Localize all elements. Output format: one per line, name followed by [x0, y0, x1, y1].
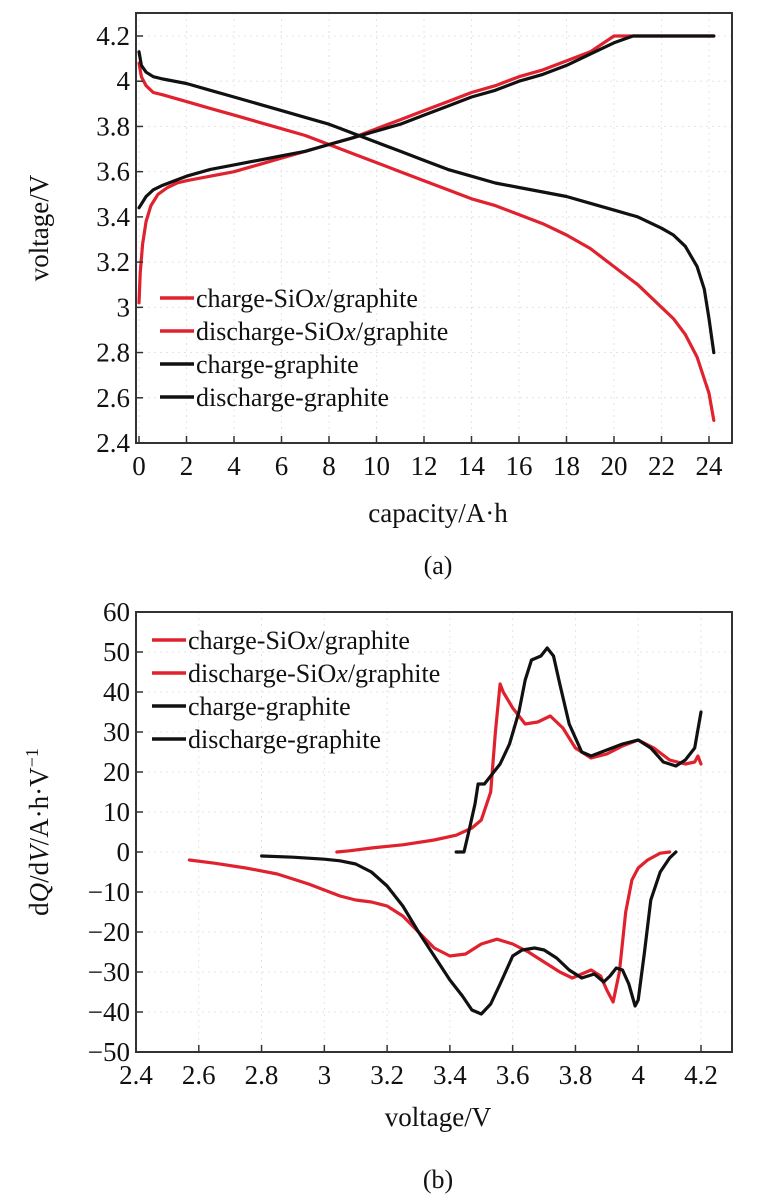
- y-tick-label: −40: [88, 997, 130, 1027]
- x-tick-label: 22: [648, 451, 675, 481]
- x-tick-label: 14: [458, 451, 486, 481]
- y-tick-label: −10: [88, 877, 130, 907]
- chart-b-grid: [136, 612, 732, 1052]
- y-tick-label: 40: [103, 677, 130, 707]
- legend-label: charge-graphite: [196, 350, 359, 379]
- ylabel-part: /A·h·V: [24, 767, 54, 845]
- x-tick-label: 10: [363, 451, 390, 481]
- x-tick-label: 12: [411, 451, 438, 481]
- y-tick-label: −50: [88, 1037, 130, 1067]
- series-line-discharge-siox-graphite: [137, 61, 716, 422]
- x-tick-label: 24: [696, 451, 724, 481]
- x-tick-label: 2.4: [119, 1060, 153, 1090]
- series-line-discharge-siox-graphite: [187, 850, 672, 1004]
- legend-label: discharge-SiOx/graphite: [188, 659, 440, 688]
- legend-item: charge-SiOx/graphite: [152, 626, 410, 655]
- x-tick-label: 18: [553, 451, 580, 481]
- chart-b-series-group: [187, 646, 703, 1016]
- chart-a-frame: [135, 12, 733, 444]
- chart-b-frame: [135, 611, 733, 1053]
- x-tick-label: 3.6: [496, 1060, 530, 1090]
- x-tick-label: 3: [318, 1060, 332, 1090]
- x-tick-label: 2.6: [182, 1060, 216, 1090]
- series-line-charge-graphite: [454, 646, 703, 854]
- legend-label: discharge-SiOx/graphite: [196, 317, 448, 346]
- chart-b-legend: charge-SiOx/graphite discharge-SiOx/graph…: [152, 626, 440, 754]
- y-tick-label: 20: [103, 757, 130, 787]
- x-tick-label: 16: [506, 451, 533, 481]
- y-tick-label: 2.8: [96, 338, 130, 368]
- y-tick-label: 4.2: [96, 21, 130, 51]
- y-tick-label: 4: [117, 66, 131, 96]
- chart-a-series-group: [137, 34, 716, 422]
- x-tick-label: 3.8: [559, 1060, 593, 1090]
- x-tick-label: 4.2: [684, 1060, 718, 1090]
- legend-item: discharge-graphite: [160, 383, 389, 412]
- series-line-charge-graphite: [137, 34, 716, 210]
- legend-item: charge-graphite: [160, 350, 359, 379]
- y-tick-label: 30: [103, 717, 130, 747]
- y-tick-label: 3.4: [96, 202, 130, 232]
- legend-item: charge-SiOx/graphite: [160, 284, 418, 313]
- chart-a-y-axis-label: voltage/V: [24, 174, 54, 281]
- chart-a-legend: charge-SiOx/graphite discharge-SiOx/graph…: [160, 284, 448, 412]
- ylabel-part: /d: [24, 861, 54, 883]
- y-tick-label: −30: [88, 957, 130, 987]
- chart-b-x-axis-label: voltage/V: [385, 1102, 492, 1132]
- x-tick-label: 6: [275, 451, 289, 481]
- y-tick-label: 3.8: [96, 111, 130, 141]
- ylabel-part: d: [24, 902, 54, 916]
- ylabel-superscript: −1: [22, 748, 42, 767]
- x-tick-label: 8: [322, 451, 336, 481]
- ylabel-part: Q: [24, 883, 54, 903]
- legend-item: charge-graphite: [152, 692, 351, 721]
- y-tick-label: 3.6: [96, 157, 130, 187]
- legend-item: discharge-graphite: [152, 725, 381, 754]
- y-tick-label: 3.2: [96, 247, 130, 277]
- x-tick-label: 3.2: [370, 1060, 404, 1090]
- chart-b-x-ticks: 2.4 2.6 2.8 3 3.2 3.4 3.6 3.8 4 4.2: [119, 1045, 718, 1090]
- y-tick-label: −20: [88, 917, 130, 947]
- chart-b-y-axis-label: dQ/dV/A·h·V−1: [22, 748, 54, 916]
- series-line-discharge-graphite: [137, 50, 716, 355]
- x-tick-label: 0: [132, 451, 146, 481]
- x-tick-label: 20: [601, 451, 628, 481]
- legend-label: discharge-graphite: [196, 383, 389, 412]
- chart-a: 0 2 4 6 8 10 12 14 16 18 20 22 24 2.42.62.833.23.43.…: [24, 12, 733, 580]
- y-tick-label: 10: [103, 797, 130, 827]
- legend-item: discharge-SiOx/graphite: [152, 659, 440, 688]
- y-tick-label: 50: [103, 637, 130, 667]
- y-tick-label: 3: [117, 292, 131, 322]
- chart-a-x-ticks: 0 2 4 6 8 10 12 14 16 18 20 22 24: [132, 436, 723, 481]
- chart-a-x-axis-label: capacity/A·h: [368, 498, 508, 528]
- x-tick-label: 4: [227, 451, 241, 481]
- y-tick-label: 0: [117, 837, 131, 867]
- series-line-charge-siox-graphite: [335, 682, 703, 854]
- chart-b: 2.4 2.6 2.8 3 3.2 3.4 3.6 3.8 4 4.2 −50−40−30−20−…: [22, 597, 733, 1194]
- y-tick-label: 60: [103, 597, 130, 627]
- x-tick-label: 2.8: [245, 1060, 279, 1090]
- x-tick-label: 3.4: [433, 1060, 467, 1090]
- legend-label: charge-graphite: [188, 692, 351, 721]
- ylabel-part: V: [24, 842, 54, 862]
- legend-item: discharge-SiOx/graphite: [160, 317, 448, 346]
- y-tick-label: 2.6: [96, 383, 130, 413]
- y-tick-label: 2.4: [96, 428, 130, 458]
- x-tick-label: 2: [180, 451, 194, 481]
- legend-label: charge-SiOx/graphite: [196, 284, 418, 313]
- x-tick-label: 4: [631, 1060, 645, 1090]
- legend-label: discharge-graphite: [188, 725, 381, 754]
- series-line-charge-siox-graphite: [137, 34, 716, 305]
- chart-b-y-ticks: −50 −40 −30 −20 −10 0 10 20 30 40 50 60: [88, 597, 143, 1067]
- chart-a-y-ticks: 2.4 2.6 2.8 3 3.2 3.4 3.6 3.8 4 4.2: [96, 21, 143, 458]
- series-line-discharge-graphite: [260, 850, 678, 1016]
- chart-a-caption: (a): [424, 551, 453, 580]
- legend-label: charge-SiOx/graphite: [188, 626, 410, 655]
- chart-b-caption: (b): [423, 1165, 453, 1194]
